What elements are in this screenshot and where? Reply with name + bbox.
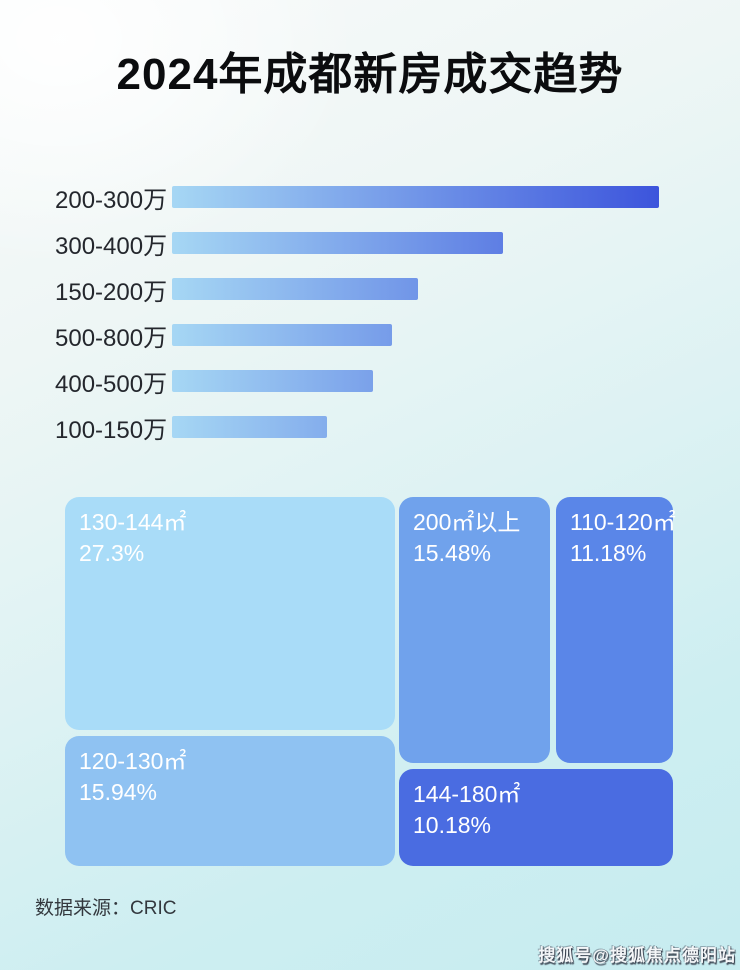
bar — [172, 416, 327, 438]
treemap-box-label: 130-144㎡ — [79, 509, 187, 535]
bar-label: 150-200万 — [55, 278, 168, 306]
treemap-box-label: 120-130㎡ — [79, 748, 187, 774]
bar-label: 500-800万 — [55, 324, 168, 352]
treemap-box: 144-180㎡ 10.18% — [399, 769, 673, 866]
bar-row: 300-400万 — [0, 232, 740, 260]
treemap-box-label: 200㎡以上 — [413, 509, 521, 535]
bar-row: 150-200万 — [0, 278, 740, 306]
price-range-bar-chart: 200-300万 300-400万 150-200万 500-800万 400-… — [0, 186, 740, 462]
bar-row: 100-150万 — [0, 416, 740, 444]
bar — [172, 370, 373, 392]
treemap-box-value: 15.94% — [79, 779, 158, 805]
treemap-box: 130-144㎡ 27.3% — [65, 497, 395, 730]
treemap-box: 110-120㎡ 11.18% — [556, 497, 676, 763]
page-title: 2024年成都新房成交趋势 — [116, 50, 624, 99]
treemap-box-value: 27.3% — [79, 540, 145, 566]
treemap-box-value: 11.18% — [570, 540, 647, 566]
bar-label: 100-150万 — [55, 416, 168, 444]
treemap-box-value: 10.18% — [413, 812, 492, 838]
bar — [172, 278, 418, 300]
bar-row: 500-800万 — [0, 324, 740, 352]
bar-row: 400-500万 — [0, 370, 740, 398]
data-source-label: 数据来源：CRIC — [35, 898, 177, 919]
watermark: 搜狐号@搜狐焦点德阳站 — [538, 946, 736, 965]
bar — [172, 324, 392, 346]
treemap-box-label: 144-180㎡ — [413, 781, 521, 807]
treemap-box-label: 110-120㎡ — [570, 509, 676, 535]
bar-row: 200-300万 — [0, 186, 740, 214]
treemap-box: 120-130㎡ 15.94% — [65, 736, 395, 866]
bar-label: 400-500万 — [55, 370, 168, 398]
treemap-box: 200㎡以上 15.48% — [399, 497, 550, 763]
bar — [172, 232, 503, 254]
bar-label: 300-400万 — [55, 232, 168, 260]
bar-label: 200-300万 — [55, 186, 168, 214]
bar — [172, 186, 659, 208]
treemap-box-value: 15.48% — [413, 540, 492, 566]
